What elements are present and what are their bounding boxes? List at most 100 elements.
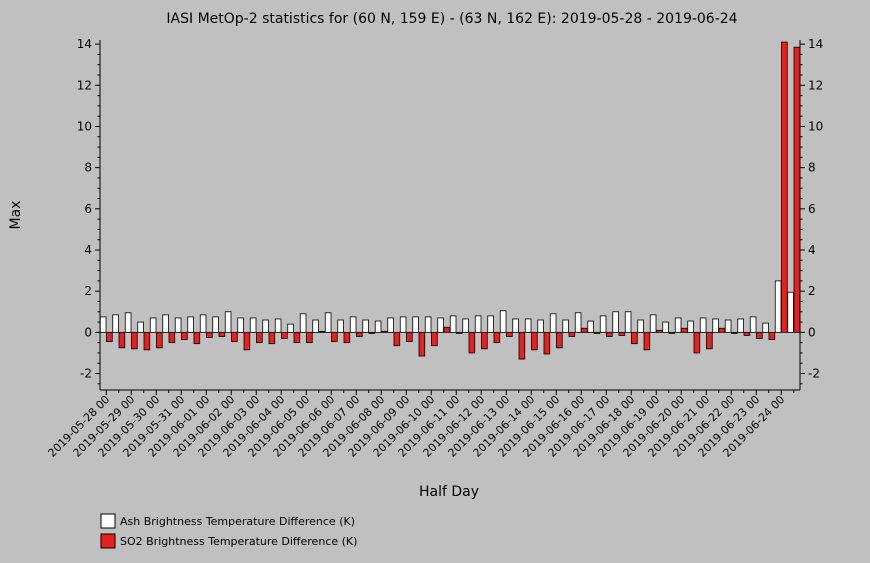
ash-bar-20 (349, 316, 357, 333)
ash-bar-23 (387, 317, 394, 333)
ash-bar-17 (312, 319, 319, 333)
ash-bar-25 (412, 316, 419, 333)
y-tick-label-right: 0 (808, 325, 816, 339)
so2-bar-49 (718, 327, 726, 333)
legend-swatch-ash (100, 513, 116, 529)
legend: Ash Brightness Temperature Difference (K… (100, 513, 357, 549)
so2-bar-38 (581, 327, 588, 333)
so2-bar-10 (231, 331, 238, 343)
ash-bar-42 (624, 311, 632, 333)
so2-bar-20 (356, 331, 363, 337)
so2-bar-29 (468, 331, 476, 354)
ash-bar-21 (362, 319, 369, 333)
ash-bar-8 (199, 314, 207, 333)
ash-bar-3 (137, 321, 144, 333)
so2-bar-55 (793, 46, 801, 333)
ash-bar-31 (487, 315, 494, 333)
so2-bar-22 (381, 330, 388, 333)
so2-bar-13 (268, 331, 276, 345)
y-tick-label-right: 14 (808, 37, 823, 51)
so2-bar-27 (443, 326, 451, 333)
y-tick-label-right: 12 (808, 78, 823, 92)
ash-bar-48 (699, 317, 707, 333)
so2-bar-24 (406, 331, 413, 343)
bars-group (99, 41, 801, 360)
ash-bar-32 (499, 310, 507, 333)
so2-bar-47 (693, 331, 701, 354)
ash-bar-5 (162, 314, 169, 333)
legend-swatch-so2 (100, 533, 116, 549)
y-tick-label-left: 8 (84, 161, 92, 175)
so2-bar-45 (668, 331, 676, 334)
x-axis-label: Half Day (419, 484, 479, 500)
so2-bar-26 (431, 331, 438, 347)
ash-bar-33 (512, 318, 519, 333)
so2-bar-6 (181, 331, 188, 340)
ash-bar-39 (587, 320, 594, 333)
ash-bar-1 (112, 314, 119, 333)
y-tick-label-left: 0 (84, 325, 92, 339)
chart-title: IASI MetOp-2 statistics for (60 N, 159 E… (166, 11, 737, 27)
so2-bar-35 (543, 331, 551, 355)
y-tick-label-right: 4 (808, 243, 816, 257)
legend-label-ash: Ash Brightness Temperature Difference (K… (120, 515, 355, 528)
so2-bar-7 (193, 331, 201, 345)
ash-bar-29 (462, 318, 469, 333)
ash-bar-13 (262, 319, 269, 333)
y-tick-label-left: 14 (77, 37, 92, 51)
so2-bar-36 (556, 331, 563, 349)
ash-bar-43 (637, 319, 644, 333)
so2-bar-44 (656, 329, 663, 333)
so2-bar-42 (631, 331, 638, 345)
ash-bar-16 (299, 313, 307, 333)
so2-bar-4 (156, 331, 163, 349)
ash-bar-12 (249, 317, 257, 333)
ash-bar-36 (549, 313, 557, 333)
y-tick-label-right: 6 (808, 202, 816, 216)
so2-bar-1 (118, 331, 126, 349)
y-tick-label-left: 4 (84, 243, 92, 257)
ash-bar-19 (337, 319, 344, 333)
so2-bar-31 (493, 331, 501, 344)
so2-bar-52 (756, 331, 763, 339)
so2-bar-18 (331, 331, 338, 343)
so2-bar-50 (731, 331, 738, 334)
so2-bar-43 (643, 331, 651, 351)
so2-bar-5 (168, 331, 176, 344)
so2-bar-40 (606, 331, 613, 337)
ash-bar-9 (212, 316, 219, 333)
so2-bar-46 (681, 327, 688, 333)
ash-bar-52 (749, 316, 757, 333)
y-tick-label-left: 2 (84, 284, 92, 298)
so2-bar-33 (518, 331, 526, 360)
y-tick-label-left: 6 (84, 202, 92, 216)
ash-bar-18 (324, 312, 332, 333)
ash-bar-14 (274, 318, 282, 333)
so2-bar-9 (218, 331, 226, 337)
so2-bar-28 (456, 331, 463, 334)
y-tick-label-left: 10 (77, 119, 92, 133)
ash-bar-24 (399, 316, 407, 333)
y-tick-label-right: -2 (808, 367, 820, 381)
ash-bar-45 (662, 321, 669, 333)
ash-bar-44 (649, 314, 657, 333)
ash-bar-46 (674, 317, 682, 333)
legend-label-so2: SO2 Brightness Temperature Difference (K… (120, 535, 357, 548)
so2-bar-51 (743, 331, 751, 336)
so2-bar-32 (506, 331, 513, 337)
y-axis-label: Max (8, 201, 24, 230)
so2-bar-39 (593, 331, 601, 334)
so2-bar-34 (531, 331, 538, 351)
y-tick-label-left: -2 (80, 367, 92, 381)
ash-bar-54 (774, 280, 782, 333)
ash-bar-27 (437, 317, 444, 333)
ash-bar-49 (712, 318, 719, 333)
ash-bar-47 (687, 320, 694, 333)
so2-bar-12 (256, 331, 263, 344)
so2-bar-8 (206, 331, 213, 338)
so2-bar-23 (393, 331, 401, 347)
so2-bar-11 (243, 331, 251, 351)
ash-bar-2 (124, 312, 132, 333)
ash-bar-6 (174, 317, 182, 333)
